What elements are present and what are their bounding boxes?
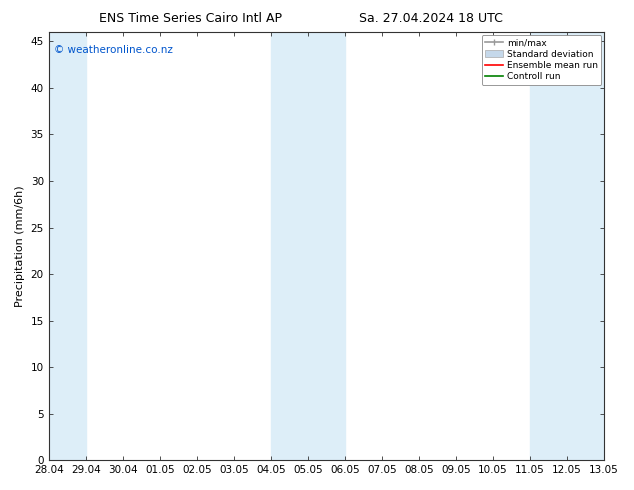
Text: © weatheronline.co.nz: © weatheronline.co.nz: [55, 45, 173, 55]
Bar: [530, 32, 604, 460]
Text: ENS Time Series Cairo Intl AP: ENS Time Series Cairo Intl AP: [99, 12, 281, 25]
Text: Sa. 27.04.2024 18 UTC: Sa. 27.04.2024 18 UTC: [359, 12, 503, 25]
Y-axis label: Precipitation (mm/6h): Precipitation (mm/6h): [15, 185, 25, 307]
Bar: [271, 32, 345, 460]
Bar: [49, 32, 86, 460]
Legend: min/max, Standard deviation, Ensemble mean run, Controll run: min/max, Standard deviation, Ensemble me…: [482, 35, 602, 85]
